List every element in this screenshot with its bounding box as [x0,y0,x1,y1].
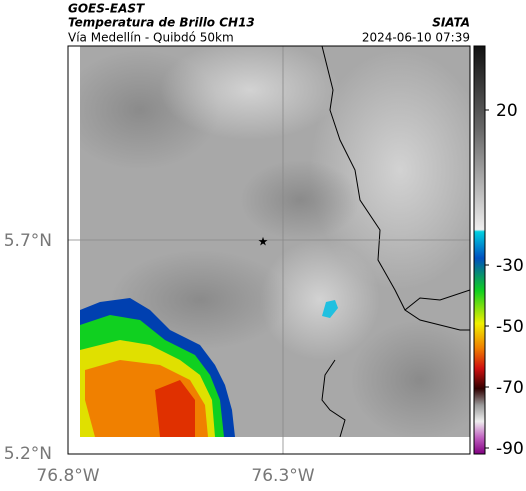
location-marker: ★ [258,235,269,249]
title: Temperatura de Brillo CH13 [68,16,255,30]
colorbar-label: 20 [496,101,518,121]
colorbar-label: -50 [496,317,524,337]
brand: SIATA [432,16,470,30]
cloud-cyan [322,300,338,318]
lon-label: 76.8°W [36,466,99,486]
border-line [404,289,470,311]
border-line [321,359,346,437]
texture [350,320,470,437]
map-frame [67,45,471,455]
texture [160,46,340,140]
cloud-red [155,380,195,437]
lat-label: 5.2°N [4,444,52,464]
satellite-image [80,46,470,437]
subtitle: Vía Medellín - Quibdó 50km [68,31,234,45]
texture [310,50,470,290]
timestamp: 2024-06-10 07:39 [362,31,470,45]
source: GOES-EAST [68,2,145,16]
colorbar [473,45,486,455]
lat-label: 5.7°N [4,231,52,251]
colorbar-label: -30 [496,256,524,276]
border-line [321,46,470,331]
colorbar-label: -90 [496,439,524,459]
texture [240,160,360,240]
colorbar-label: -70 [496,378,524,398]
colorbar-ticks [485,109,489,449]
texture [260,240,380,360]
lon-label: 76.3°W [251,466,314,486]
